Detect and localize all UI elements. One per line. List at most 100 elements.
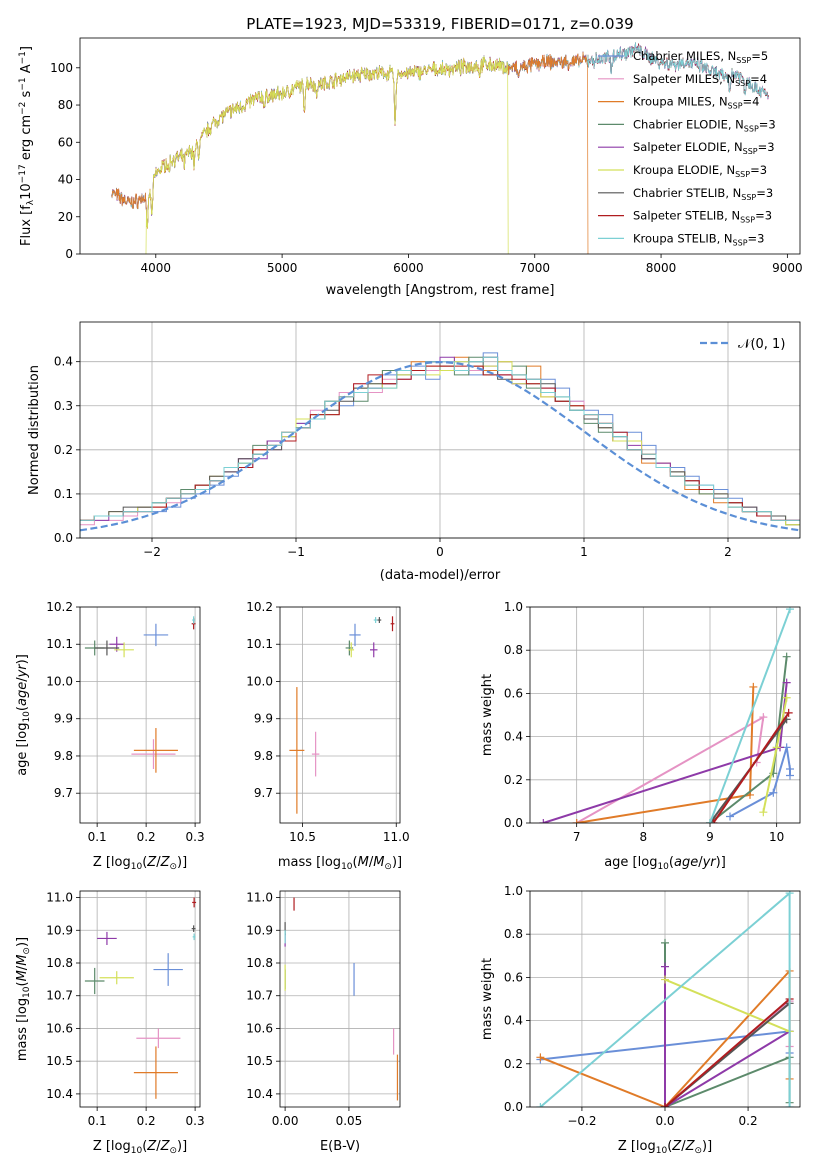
x-tick-label: 1	[580, 545, 588, 559]
weight-line-7	[712, 712, 790, 823]
errorbar-point	[114, 642, 134, 658]
x-tick-label: 9	[706, 830, 714, 844]
y-tick-label: 10.6	[246, 1021, 273, 1035]
x-tick-label: −0.2	[567, 1114, 596, 1128]
plot-area	[84, 616, 196, 773]
errorbar-point	[133, 1046, 178, 1099]
y-tick-label: 1.0	[504, 884, 523, 898]
x-tick-label: 0	[436, 545, 444, 559]
errorbar-point	[192, 933, 196, 941]
errorbar-point	[349, 623, 361, 647]
y-tick-label: 10.1	[246, 637, 273, 651]
y-tick-label: 10.2	[46, 600, 73, 614]
errorbar-point	[390, 616, 395, 632]
y-tick-label: 10.7	[246, 989, 273, 1003]
weight-marker	[769, 788, 778, 797]
legend-label: Kroupa STELIB, NSSP=3	[633, 231, 764, 247]
weight-line-0	[729, 747, 791, 818]
y-tick-label: 10.9	[46, 923, 73, 937]
weight-marker	[782, 678, 791, 687]
weight-marker	[749, 682, 758, 691]
x-tick-label: 6000	[393, 261, 424, 275]
errorbar-point	[84, 967, 105, 995]
weight-marker	[785, 1103, 794, 1107]
panel-weight-vs-age: 7 8 9 10 0.0 0.2 0.4 0.6 0.8 1.0 age [log10(age/yr…	[480, 600, 801, 872]
spectrum-line-5	[145, 56, 509, 254]
y-tick-label: 9.9	[254, 712, 273, 726]
y-tick-label: 9.7	[54, 786, 73, 800]
y-tick-label: 10.6	[46, 1021, 73, 1035]
plot-area	[80, 352, 800, 538]
weight-marker	[572, 819, 581, 823]
y-tick-label: 20	[58, 210, 73, 224]
y-tick-label: 0.4	[504, 730, 523, 744]
y-tick-label: 0.6	[504, 686, 523, 700]
legend-label: Chabrier STELIB, NSSP=3	[633, 186, 773, 202]
weight-marker	[661, 1103, 669, 1107]
y-tick-label: 9.7	[254, 786, 273, 800]
errorbar-point	[377, 617, 382, 624]
x-axis-label: wavelength [Angstrom, rest frame]	[326, 283, 555, 298]
errorbar-point	[109, 636, 125, 652]
y-tick-label: 40	[58, 173, 73, 187]
weight-marker	[709, 819, 718, 823]
x-tick-label: 0.3	[186, 830, 205, 844]
errorbar-point	[191, 925, 196, 932]
plot-area	[539, 607, 794, 823]
legend-label: Chabrier MILES, NSSP=5	[633, 49, 768, 65]
y-tick-label: 10.2	[246, 600, 273, 614]
weight-marker	[782, 693, 791, 702]
y-tick-label: 0.1	[54, 487, 73, 501]
grid	[80, 891, 200, 1107]
y-tick-label: 10.4	[46, 1087, 73, 1101]
y-tick-label: 0.6	[504, 970, 523, 984]
weight-line-4	[664, 966, 791, 1107]
x-tick-label: 10	[769, 830, 784, 844]
weight-marker	[784, 708, 793, 717]
errorbar-point	[373, 617, 378, 624]
y-tick-label: 10.0	[246, 674, 273, 688]
plot-area	[289, 616, 395, 814]
x-tick-label: 0.00	[272, 1114, 299, 1128]
errorbar-point	[143, 623, 169, 647]
y-tick-label: 10.0	[46, 674, 73, 688]
y-tick-label: 11.0	[246, 891, 273, 905]
axes-frame	[79, 321, 801, 539]
weight-marker	[786, 771, 794, 780]
weight-marker	[661, 938, 669, 947]
y-tick-label: 0.4	[54, 355, 73, 369]
grid	[280, 891, 400, 1107]
y-tick-label: 0.2	[504, 773, 523, 787]
grid	[80, 606, 200, 823]
x-axis-label: age [log10(age/yr)]	[604, 855, 726, 872]
plot-area	[284, 897, 399, 1101]
weight-marker	[661, 962, 669, 971]
panel-age-vs-Z: 0.1 0.2 0.3 9.7 9.8 9.9 10.0 10.1 10.2 Z [log10(Z…	[15, 600, 205, 872]
axes-frame	[79, 890, 201, 1108]
x-tick-label: 10.5	[289, 830, 316, 844]
y-tick-label: 80	[58, 98, 73, 112]
legend-label: Chabrier ELODIE, NSSP=3	[633, 117, 776, 133]
axes-frame	[79, 606, 201, 824]
y-tick-label: 0.0	[54, 531, 73, 545]
x-tick-label: 9000	[772, 261, 803, 275]
errorbar-point	[289, 687, 305, 814]
weight-marker	[759, 808, 768, 817]
grid	[280, 606, 400, 823]
x-tick-label: 8	[640, 830, 648, 844]
weight-marker	[785, 891, 794, 898]
y-tick-label: 9.8	[254, 749, 273, 763]
x-tick-label: 0.2	[137, 1114, 156, 1128]
legend-label: Kroupa ELODIE, NSSP=3	[633, 163, 767, 179]
plot-area	[536, 891, 794, 1107]
x-axis-label: mass [log10(M/M⊙)]	[278, 855, 402, 872]
y-axis-label: Normed distribution	[27, 365, 42, 495]
weight-marker	[726, 812, 734, 821]
x-axis-label: E(B-V)	[320, 1139, 360, 1154]
panel-mass-vs-ebv: 0.00 0.05 10.4 10.5 10.6 10.7 10.8 10.9 11.0 E(B-…	[246, 891, 401, 1154]
errorbar-point	[97, 931, 117, 945]
legend-label: 𝒩(0, 1)	[738, 337, 785, 352]
y-axis-label: age [log10(age/yr)]	[15, 654, 32, 776]
errorbar-point	[133, 728, 178, 773]
y-axis-label: mass weight	[480, 958, 495, 1040]
